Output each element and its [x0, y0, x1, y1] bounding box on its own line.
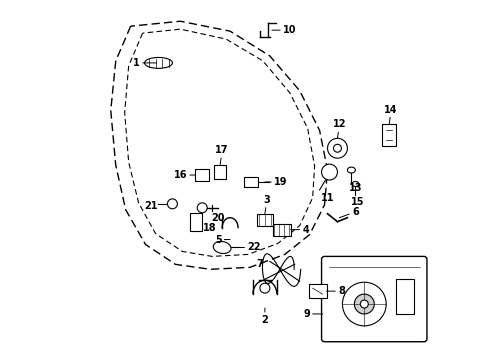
Text: 9: 9: [303, 309, 322, 319]
Text: 10: 10: [272, 25, 296, 35]
Ellipse shape: [347, 167, 355, 173]
Bar: [273, 224, 291, 235]
Ellipse shape: [145, 58, 172, 68]
Text: 14: 14: [385, 104, 398, 125]
Circle shape: [168, 199, 177, 209]
Bar: [257, 214, 273, 226]
Text: 1: 1: [133, 58, 156, 68]
Bar: [382, 125, 396, 146]
Text: 13: 13: [348, 183, 362, 193]
Text: 7: 7: [257, 259, 263, 269]
Text: 15: 15: [351, 197, 364, 207]
Circle shape: [197, 203, 207, 213]
Bar: [190, 213, 202, 231]
Circle shape: [334, 144, 342, 152]
Circle shape: [327, 138, 347, 158]
Circle shape: [354, 294, 374, 314]
Text: 19: 19: [265, 177, 288, 187]
Bar: [396, 279, 414, 314]
Text: 17: 17: [216, 145, 229, 165]
Bar: [244, 177, 258, 187]
Text: 8: 8: [326, 286, 345, 296]
Text: 20: 20: [211, 213, 225, 223]
Text: 11: 11: [321, 193, 334, 203]
Text: 18: 18: [203, 222, 217, 233]
Text: 22: 22: [238, 243, 261, 252]
Text: 2: 2: [262, 308, 268, 325]
Bar: [214, 165, 226, 179]
Text: 3: 3: [264, 195, 270, 214]
Bar: [196, 169, 209, 181]
Circle shape: [321, 164, 338, 180]
Circle shape: [260, 283, 270, 293]
Text: 4: 4: [291, 225, 309, 235]
Text: 16: 16: [173, 170, 196, 180]
Circle shape: [343, 282, 386, 326]
Text: 21: 21: [144, 201, 157, 211]
Text: 5: 5: [215, 234, 230, 244]
FancyBboxPatch shape: [321, 256, 427, 342]
Circle shape: [360, 300, 368, 308]
Ellipse shape: [213, 242, 231, 253]
Text: 12: 12: [333, 120, 346, 138]
Text: 6: 6: [340, 207, 359, 218]
Ellipse shape: [352, 181, 359, 186]
Bar: [309, 284, 326, 298]
